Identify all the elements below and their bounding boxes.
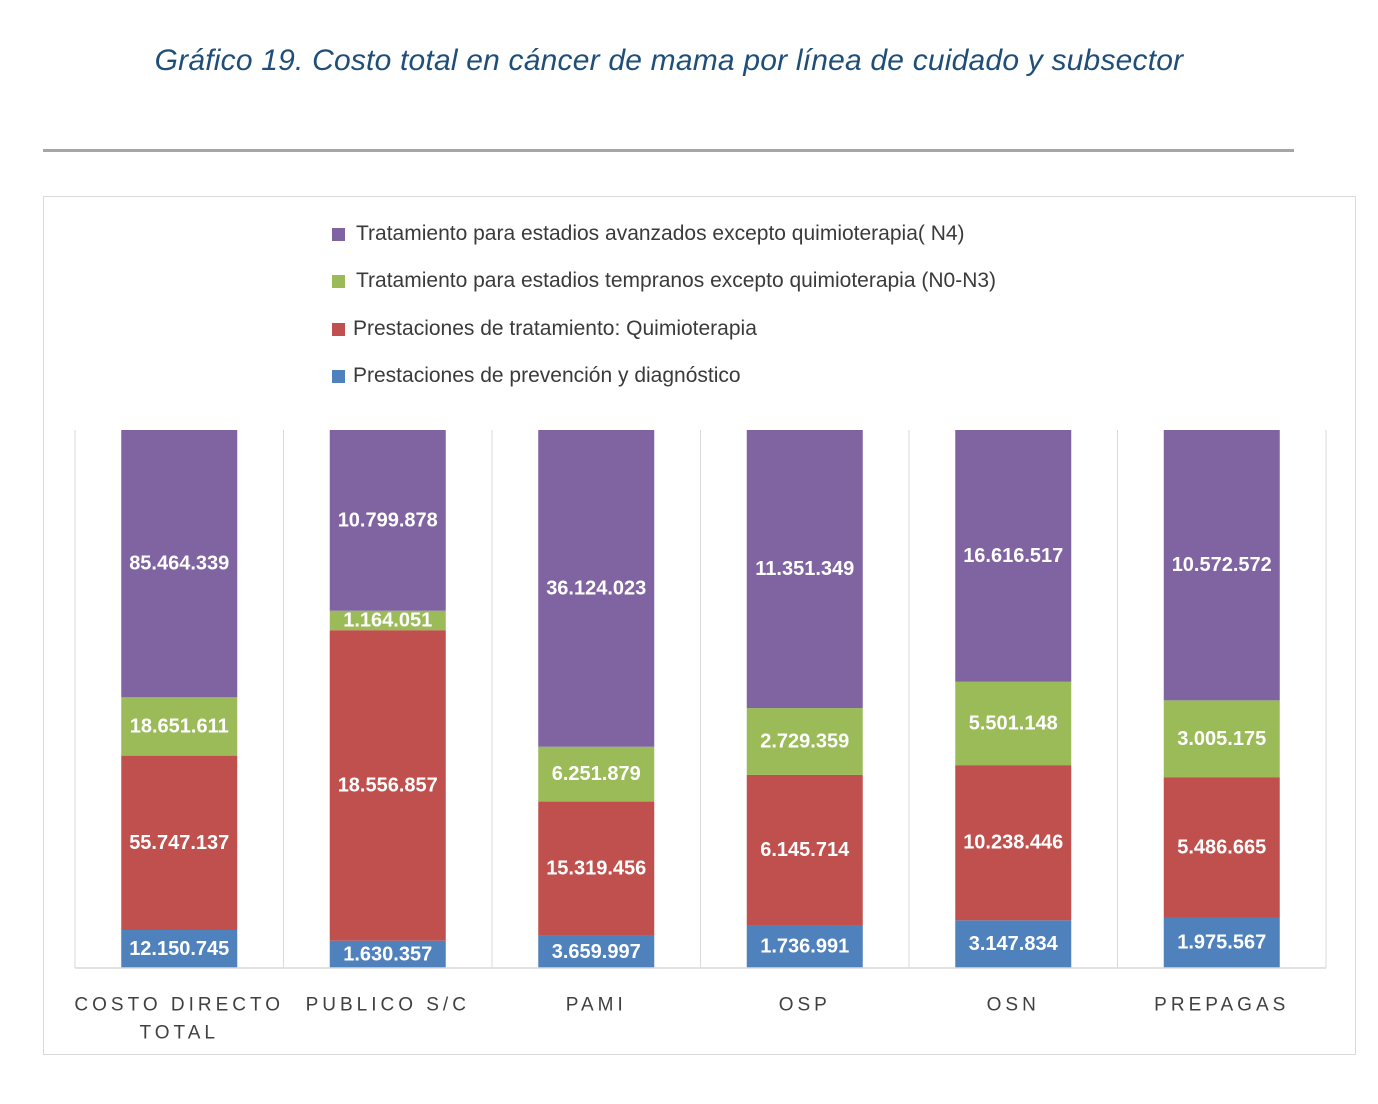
bar-segment (329, 430, 446, 611)
bar-segment (1163, 700, 1280, 778)
legend-item-prevencion: Prestaciones de prevención y diagnóstico (332, 364, 741, 388)
legend-item-quimioterapia: Prestaciones de tratamiento: Quimioterap… (332, 317, 757, 341)
bar-segment (121, 697, 238, 756)
bar-segment (121, 929, 238, 968)
bar-segment (955, 681, 1072, 766)
bar-segment (746, 925, 863, 968)
data-label: 6.145.714 (760, 839, 850, 861)
legend-swatch-prevencion (332, 369, 345, 383)
bar-segment (538, 801, 655, 936)
data-label: 1.975.567 (1177, 932, 1266, 954)
x-tick-label: TOTAL (140, 1023, 219, 1044)
bar-segment (121, 755, 238, 930)
x-tick-label: PAMI (566, 995, 627, 1016)
data-label: 10.799.878 (338, 509, 438, 531)
bar-segment (1163, 430, 1280, 701)
bar-segment (955, 765, 1072, 921)
data-label: 1.630.357 (343, 943, 432, 965)
bar-segment (538, 746, 655, 802)
data-label: 10.572.572 (1172, 554, 1272, 576)
bar-segment (538, 935, 655, 968)
data-label: 10.238.446 (963, 832, 1063, 854)
bar-segment (746, 708, 863, 775)
legend-label-prevencion: Prestaciones de prevención y diagnóstico (353, 364, 741, 387)
data-label: 36.124.023 (546, 577, 646, 599)
data-label: 1.736.991 (760, 936, 849, 958)
legend-label-n0-n3: Tratamiento para estadios tempranos exce… (356, 269, 997, 292)
data-label: 5.501.148 (969, 712, 1058, 734)
data-label: 2.729.359 (760, 730, 849, 752)
x-tick-label: PREPAGAS (1154, 995, 1289, 1016)
data-label: 85.464.339 (129, 553, 229, 575)
data-label: 16.616.517 (963, 545, 1063, 567)
bar-segment (329, 940, 446, 968)
legend-label-quimioterapia: Prestaciones de tratamiento: Quimioterap… (353, 317, 757, 340)
data-label: 6.251.879 (552, 763, 641, 785)
bar-segment (1163, 917, 1280, 968)
legend-swatch-n4 (332, 227, 345, 241)
data-label: 12.150.745 (129, 938, 229, 960)
title-divider (43, 149, 1294, 152)
data-label: 15.319.456 (546, 858, 646, 880)
data-label: 18.651.611 (130, 715, 229, 737)
bar-segment (955, 920, 1072, 968)
legend-swatch-quimioterapia (332, 322, 345, 336)
legend-swatch-n0-n3 (332, 274, 345, 288)
bar-segment (121, 430, 238, 698)
bar-segment (538, 430, 655, 747)
chart-frame (43, 196, 1356, 1055)
data-label: 5.486.665 (1177, 836, 1266, 858)
data-label: 1.164.051 (343, 609, 432, 631)
bar-segment (955, 430, 1072, 682)
bar-segment (1163, 777, 1280, 918)
legend-item-n4: Tratamiento para estadios avanzados exce… (332, 222, 965, 246)
data-label: 18.556.857 (338, 774, 438, 796)
data-label: 55.747.137 (129, 832, 229, 854)
legend-label-n4: Tratamiento para estadios avanzados exce… (356, 222, 965, 245)
bar-segment (746, 430, 863, 709)
x-tick-label: OSP (779, 995, 831, 1016)
data-label: 3.005.175 (1177, 728, 1266, 750)
chart-title: Gráfico 19. Costo total en cáncer de mam… (154, 44, 1184, 77)
x-tick-label: PUBLICO S/C (306, 995, 470, 1016)
data-label: 11.351.349 (755, 558, 854, 580)
data-label: 3.147.834 (969, 933, 1059, 955)
bar-segment (329, 610, 446, 631)
x-tick-label: OSN (987, 995, 1040, 1016)
legend-item-n0-n3: Tratamiento para estadios tempranos exce… (332, 269, 996, 293)
data-label: 3.659.997 (552, 941, 641, 963)
bar-segment (329, 630, 446, 941)
x-tick-label: COSTO DIRECTO (74, 995, 284, 1016)
bar-segment (746, 774, 863, 926)
